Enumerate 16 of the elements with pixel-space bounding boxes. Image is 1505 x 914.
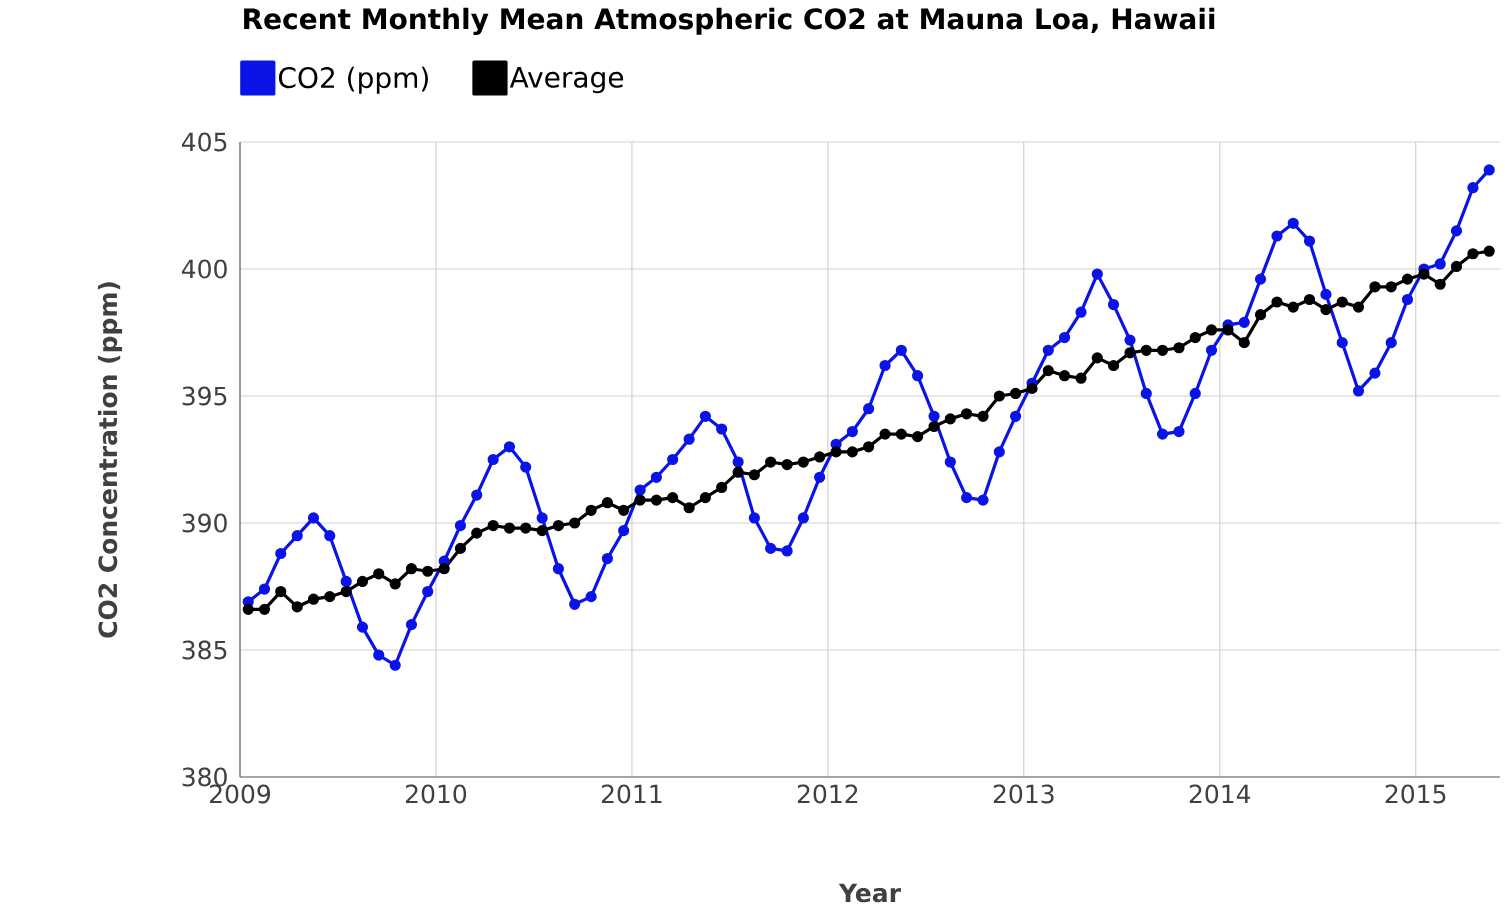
x-tick-label: 2015 <box>1385 784 1446 804</box>
x-tick-label: 2011 <box>601 784 662 804</box>
x-tick-label: 2014 <box>1189 784 1251 804</box>
y-tick-label: 390 <box>182 513 227 533</box>
y-tick-label: 395 <box>182 386 227 406</box>
y-tick-label: 400 <box>181 259 227 279</box>
x-tick-label: 2013 <box>993 784 1054 804</box>
legend-label: CO2 (ppm) <box>278 66 428 94</box>
legend-label: Average <box>509 67 624 94</box>
chart-title: Recent Monthly Mean Atmospheric CO2 at Mauna Loa, Hawaii <box>244 7 1215 36</box>
y-tick-label: 405 <box>181 132 227 152</box>
x-tick-label: 2010 <box>405 784 467 804</box>
y-axis-title: CO2 Concentration (ppm) <box>97 282 123 638</box>
x-tick-label: 2012 <box>797 784 858 804</box>
x-axis-title: Year <box>838 883 901 903</box>
y-tick-label: 385 <box>182 640 227 660</box>
